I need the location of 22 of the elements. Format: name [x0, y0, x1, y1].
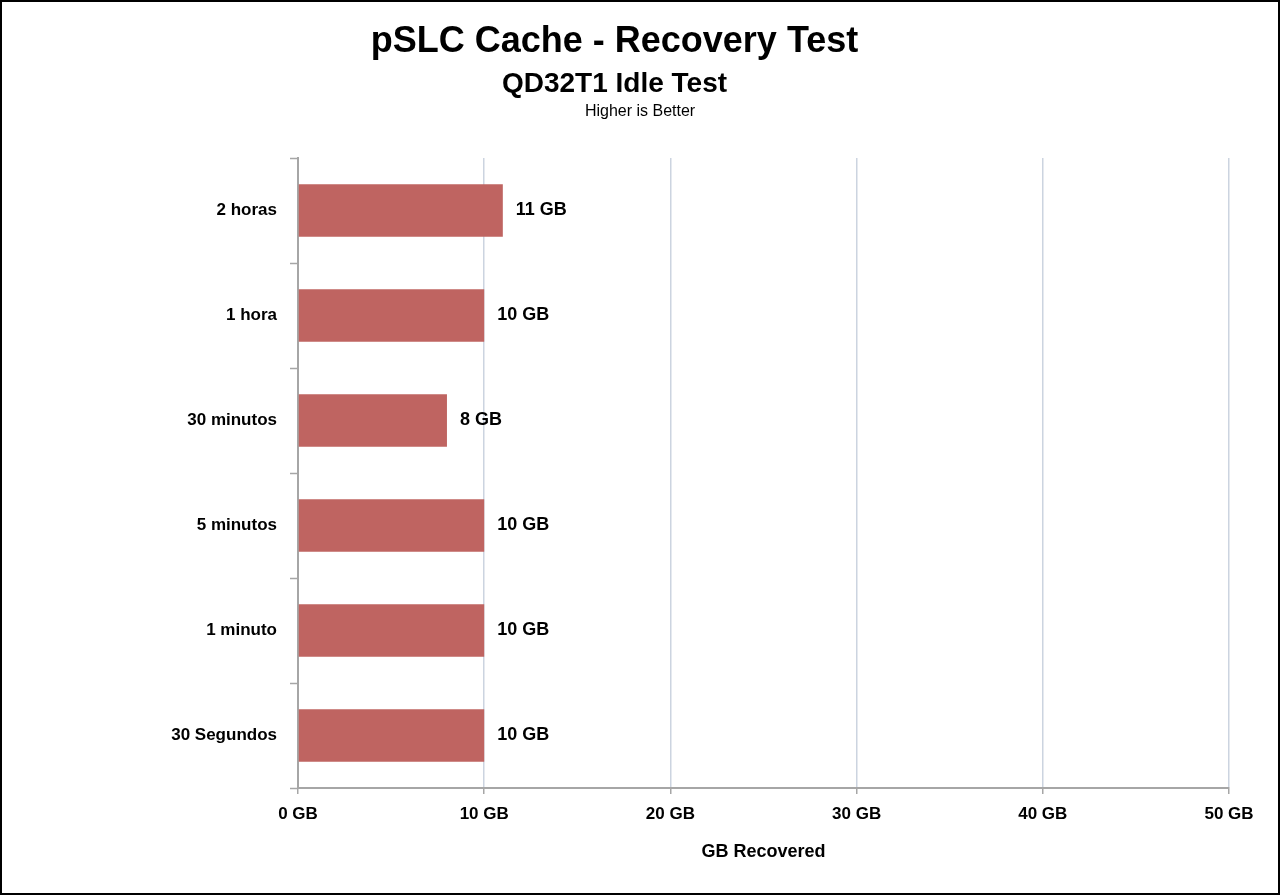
text: Higher is Better [584, 102, 696, 120]
data-label: 8 GB [459, 409, 502, 430]
chart-subtitle: QD32T1 Idle Test [501, 66, 728, 98]
y-tick-label: 30 minutos [187, 410, 277, 430]
x-tick-label: 50 GB [1204, 803, 1254, 823]
x-tick-label: 20 GB [645, 803, 695, 823]
data-label: 10 GB [497, 514, 550, 535]
y-tick-label: 1 minuto [206, 620, 277, 640]
y-tick-label: 30 Segundos [171, 725, 277, 745]
x-tick-label: 0 GB [278, 803, 318, 823]
data-label: 10 GB [497, 304, 550, 325]
y-tick-label: 1 hora [225, 305, 278, 325]
y-tick-label: 2 horas [216, 200, 277, 220]
x-tick-label: 40 GB [1018, 803, 1068, 823]
data-label: 11 GB [515, 199, 567, 220]
x-axis-title: GB Recovered [701, 841, 826, 862]
chart-title: pSLC Cache - Recovery Test [370, 18, 859, 60]
data-label: 10 GB [497, 724, 550, 745]
x-tick-label: 10 GB [459, 803, 509, 823]
y-tick-label: 5 minutos [196, 515, 277, 535]
data-label: 10 GB [497, 619, 550, 640]
x-tick-label: 30 GB [832, 803, 882, 823]
